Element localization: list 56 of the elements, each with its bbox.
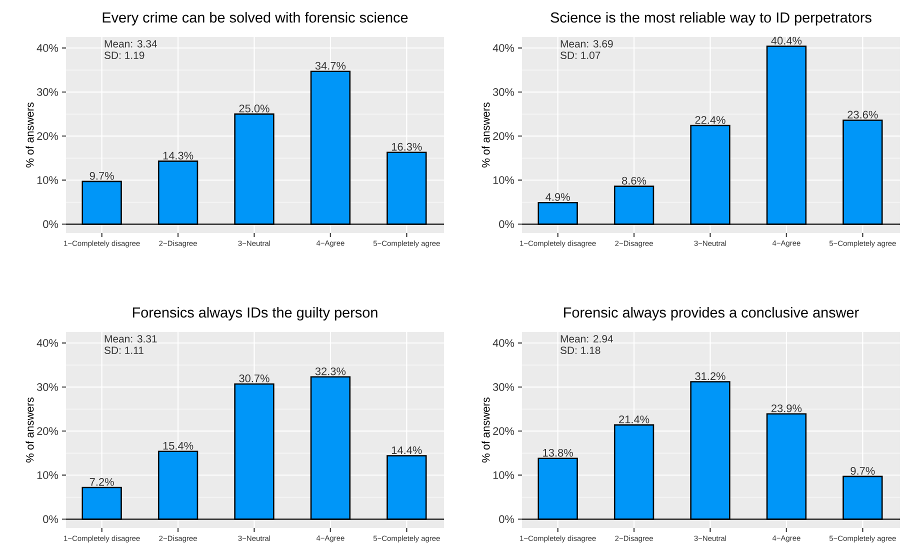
data-label: 23.6% (848, 110, 878, 119)
annotation: Mean: 3.34 (104, 40, 157, 48)
data-label: 16.3% (392, 142, 422, 151)
data-label: 7.2% (90, 478, 114, 486)
annotation: SD: 1.19 (104, 52, 144, 59)
y-tick-label: 20% (493, 132, 514, 140)
chart-title: Forensics always IDs the guilty person (132, 307, 378, 320)
chart-title: Forensic always provides a conclusive answer (564, 307, 859, 320)
data-label: 30.7% (239, 374, 270, 382)
data-label: 22.4% (695, 116, 726, 124)
data-label: 25.0% (239, 104, 270, 112)
y-tick-label: 40% (36, 44, 58, 52)
y-tick-label: 40% (36, 339, 58, 347)
data-label: 8.6% (622, 176, 646, 185)
y-tick-label: 30% (36, 88, 58, 96)
data-label: 9.7% (90, 172, 114, 180)
annotation: SD: 1.11 (104, 346, 144, 354)
y-tick-label: 10% (493, 471, 514, 480)
chart-title: Every crime can be solved with forensic science (102, 12, 408, 26)
y-tick-label: 0% (43, 220, 58, 228)
annotation: Mean: 2.94 (560, 335, 613, 343)
y-axis-title: % of answers (482, 102, 490, 168)
data-label: 4.9% (546, 193, 570, 201)
y-tick-label: 30% (492, 88, 514, 96)
data-label: 31.2% (695, 372, 726, 380)
data-label: 23.9% (771, 404, 802, 412)
y-tick-label: 30% (492, 383, 514, 391)
data-label: 34.7% (315, 62, 346, 70)
data-label: 21.4% (619, 416, 650, 424)
y-tick-label: 20% (493, 427, 514, 435)
data-label: 32.3% (315, 367, 346, 376)
y-tick-label: 40% (492, 339, 514, 347)
y-tick-label: 30% (36, 383, 58, 391)
y-axis-title: % of answers (26, 398, 34, 462)
y-tick-label: 10% (493, 176, 514, 184)
y-tick-label: 20% (37, 132, 58, 140)
annotation: SD: 1.18 (560, 346, 600, 354)
data-label: 9.7% (850, 467, 875, 475)
y-tick-label: 0% (499, 515, 514, 524)
data-label: 13.8% (543, 448, 573, 457)
y-axis-title: % of answers (482, 398, 490, 462)
y-tick-label: 0% (499, 220, 514, 228)
annotation: Mean: 3.31 (104, 335, 157, 343)
data-label: 15.4% (163, 442, 194, 450)
data-label: 14.4% (392, 446, 422, 454)
chart-title: Science is the most reliable way to ID perpetrators (550, 12, 872, 26)
data-label: 40.4% (771, 36, 802, 45)
data-label: 14.3% (163, 152, 194, 160)
y-tick-label: 20% (37, 427, 58, 435)
annotation: Mean: 3.69 (560, 40, 613, 48)
y-tick-label: 10% (37, 176, 58, 184)
y-tick-label: 0% (43, 515, 58, 524)
y-tick-label: 40% (492, 44, 514, 52)
y-axis-title: % of answers (26, 102, 34, 168)
annotation: SD: 1.07 (560, 52, 600, 59)
y-tick-label: 10% (37, 471, 58, 480)
